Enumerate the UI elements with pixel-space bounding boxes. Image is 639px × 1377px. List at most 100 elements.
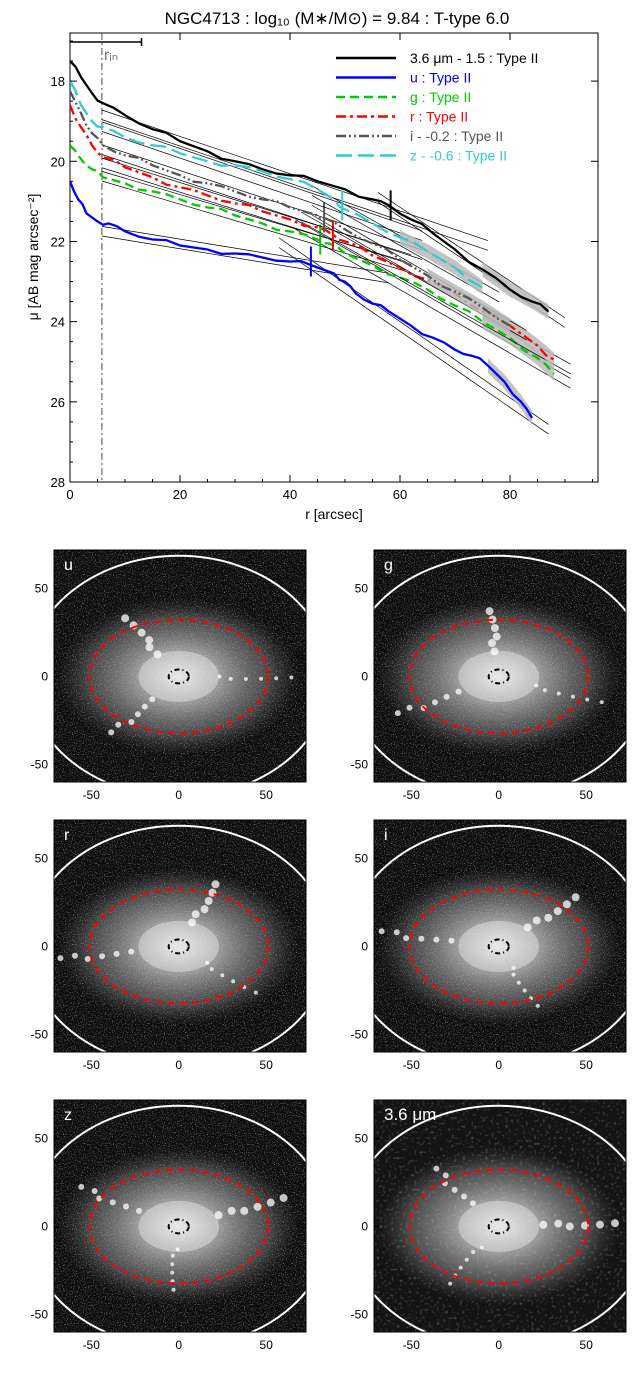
y-tick-label: 26 <box>51 395 65 410</box>
fit-line <box>101 144 423 251</box>
bright-knot <box>585 697 590 702</box>
bright-knot <box>149 696 156 703</box>
bright-knot <box>469 1200 476 1207</box>
panel-frame <box>373 819 627 1053</box>
inner-ellipse <box>487 938 510 955</box>
bright-knot <box>227 1206 236 1215</box>
panel-label: z <box>64 1107 72 1124</box>
inner-ellipse <box>167 938 190 955</box>
panel-x-tick-label: 50 <box>580 1338 594 1352</box>
bright-knot <box>266 1198 275 1207</box>
panel-y-tick-label: 50 <box>35 1132 49 1146</box>
legend-label: r : Type II <box>410 109 468 125</box>
panel-label: r <box>64 827 70 844</box>
fit-line <box>101 167 412 265</box>
bright-knot <box>137 628 146 637</box>
panel-x-tick-label: -50 <box>83 1338 101 1352</box>
series-line <box>70 104 555 361</box>
bright-knot <box>535 1003 540 1008</box>
panel-y-tick-label: 0 <box>41 939 48 953</box>
image-panel-4: i -50 0 50 50 0 -50 <box>351 819 627 1072</box>
image-panel-2: g -50 0 50 50 0 -50 <box>351 549 627 802</box>
y-tick-label: 18 <box>51 74 65 89</box>
galaxy-core <box>458 650 540 702</box>
galaxy-core <box>458 920 540 972</box>
inner-ellipse <box>167 1218 190 1235</box>
bright-knot <box>599 700 604 705</box>
bright-knot <box>443 693 450 700</box>
bright-knot <box>418 935 425 942</box>
legend: 3.6 μm - 1.5 : Type II u : Type II g : Typ… <box>336 50 538 164</box>
bright-knot <box>211 880 220 889</box>
galaxy-glow <box>57 1147 300 1306</box>
bright-knot <box>394 710 401 717</box>
panel-y-tick-label: -50 <box>351 1307 369 1321</box>
bright-knot <box>170 1253 175 1258</box>
panel-frame <box>53 1099 307 1333</box>
bright-knot <box>136 1207 143 1214</box>
legend-label: g : Type II <box>410 89 471 105</box>
profile-plot: NGC4713 : log₁₀ (M∗/M⊙) = 9.84 : T-type … <box>25 9 599 522</box>
bright-knot <box>253 990 258 995</box>
bright-knot <box>134 711 141 718</box>
panel-x-tick-label: -50 <box>403 1338 421 1352</box>
break-ellipse <box>88 888 270 1005</box>
break-ellipse <box>88 618 270 735</box>
bright-knot <box>403 935 410 942</box>
outer-ellipse <box>374 824 626 1052</box>
image-panel-1: u -50 0 50 50 0 -50 <box>31 549 307 802</box>
bright-knot <box>433 936 440 943</box>
series-line <box>70 80 484 289</box>
panel-x-tick-label: -50 <box>83 788 101 802</box>
panel-label: u <box>64 557 73 574</box>
x-tick-label: 0 <box>66 487 73 502</box>
bright-knot <box>57 955 64 962</box>
panel-x-tick-label: 50 <box>580 1058 594 1072</box>
panel-y-tick-label: -50 <box>31 1027 49 1041</box>
bright-knot <box>145 636 154 645</box>
bright-knot <box>539 1220 548 1229</box>
bright-knot <box>580 1221 589 1230</box>
outer-ellipse <box>54 554 306 782</box>
bright-knot <box>492 632 501 641</box>
bright-knot <box>595 1220 604 1229</box>
panel-x-tick-label: 50 <box>580 788 594 802</box>
bright-knot <box>532 916 541 925</box>
bright-knot <box>115 721 122 728</box>
bright-knot <box>243 676 248 681</box>
panel-label: g <box>384 557 393 574</box>
bright-knot <box>458 1265 463 1270</box>
panel-y-tick-label: -50 <box>31 1307 49 1321</box>
x-tick-label: 20 <box>173 487 187 502</box>
bright-knot <box>204 896 213 905</box>
bright-knot <box>99 953 106 960</box>
panel-y-tick-label: 50 <box>355 1132 369 1146</box>
galaxy-glow <box>377 867 620 1026</box>
bright-knot <box>534 683 539 688</box>
panel-frame <box>53 819 307 1053</box>
bright-knot <box>279 1193 288 1202</box>
bright-knot <box>511 965 516 970</box>
y-axis: 18 20 22 24 26 28 <box>51 40 598 490</box>
bright-knot <box>431 699 438 706</box>
fit-line <box>101 180 406 272</box>
bright-knot <box>253 1202 262 1211</box>
panel-x-tick-label: 0 <box>175 1338 182 1352</box>
x-axis: 0 20 40 60 80 <box>66 33 593 502</box>
fit-line <box>101 119 489 251</box>
bright-knot <box>433 1165 440 1172</box>
bright-knot <box>170 1262 175 1267</box>
break-ellipse <box>408 1168 590 1285</box>
galaxy-core <box>138 650 220 702</box>
bright-knot <box>490 647 499 656</box>
outer-ellipse <box>54 1104 306 1332</box>
legend-label: i - -0.2 : Type II <box>410 128 503 144</box>
panel-x-tick-label: 0 <box>495 788 502 802</box>
inner-ellipse <box>167 668 190 685</box>
bright-knot <box>214 1211 223 1220</box>
bright-knot <box>485 607 494 616</box>
bright-knot <box>542 688 547 693</box>
bright-knot <box>448 1281 453 1286</box>
panel-label: 3.6 μm <box>384 1105 436 1124</box>
